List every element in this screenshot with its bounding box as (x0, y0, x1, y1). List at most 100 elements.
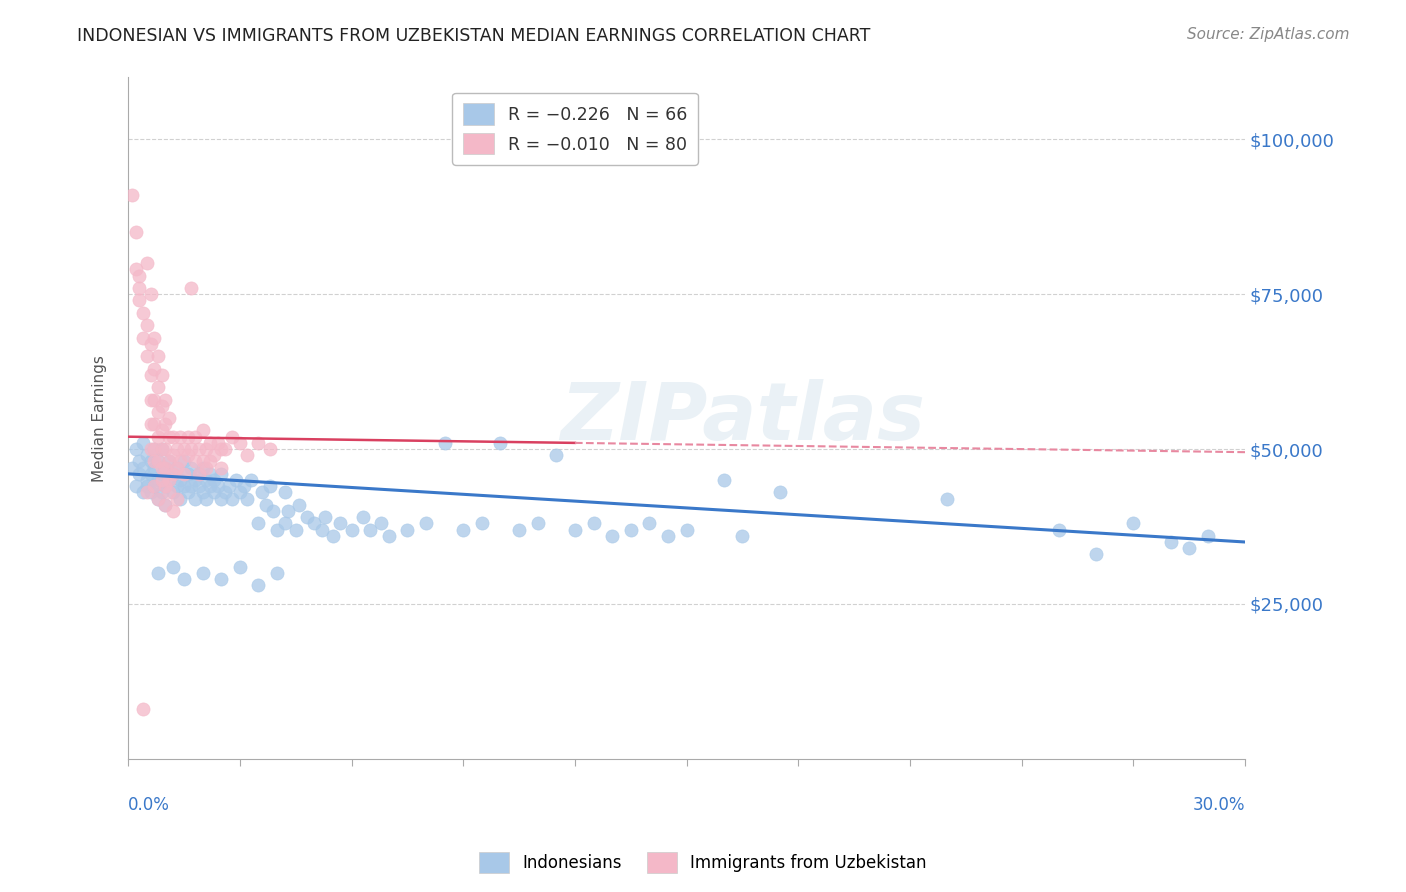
Point (155, 442, 177, 456)
Point (198, 467, 221, 481)
Point (546, 448, 568, 462)
Point (128, 281, 150, 295)
Point (166, 442, 188, 456)
Point (132, 485, 155, 500)
Point (150, 442, 173, 456)
Y-axis label: Median Earnings: Median Earnings (93, 355, 107, 482)
Point (209, 442, 232, 456)
Point (143, 330, 166, 344)
Point (236, 448, 259, 462)
Point (132, 460, 155, 475)
Point (146, 491, 169, 506)
Point (247, 516, 270, 531)
Point (135, 256, 157, 270)
Point (195, 442, 218, 456)
Point (232, 479, 254, 493)
Point (166, 491, 188, 506)
Point (713, 473, 735, 487)
Point (191, 454, 214, 468)
Point (162, 504, 184, 518)
Point (1085, 548, 1108, 562)
Point (139, 392, 162, 407)
Point (143, 392, 166, 407)
Point (236, 491, 259, 506)
Point (187, 442, 209, 456)
Point (150, 442, 173, 456)
Point (146, 380, 169, 394)
Point (155, 498, 177, 512)
Point (155, 460, 177, 475)
Point (143, 479, 166, 493)
Point (1047, 523, 1070, 537)
Point (229, 485, 252, 500)
Point (352, 510, 374, 524)
Point (191, 485, 214, 500)
Point (150, 424, 173, 438)
Point (202, 485, 225, 500)
Point (162, 485, 184, 500)
Point (508, 523, 530, 537)
Point (526, 516, 548, 531)
Point (378, 529, 401, 543)
Point (247, 578, 270, 592)
Point (143, 479, 166, 493)
Point (162, 467, 184, 481)
Point (139, 336, 162, 351)
Point (396, 523, 419, 537)
Point (166, 460, 188, 475)
Point (121, 460, 143, 475)
Point (173, 479, 195, 493)
Point (135, 318, 157, 333)
Point (769, 485, 792, 500)
Point (191, 424, 214, 438)
Point (187, 467, 209, 481)
Point (209, 572, 232, 586)
Point (638, 516, 661, 531)
Point (124, 479, 146, 493)
Point (157, 454, 180, 468)
Point (155, 479, 177, 493)
Point (254, 498, 277, 512)
Point (155, 498, 177, 512)
Point (1178, 541, 1201, 556)
Point (180, 442, 202, 456)
Point (146, 349, 169, 363)
Point (132, 306, 155, 320)
Point (146, 405, 169, 419)
Point (162, 559, 184, 574)
Point (180, 460, 202, 475)
Point (146, 473, 169, 487)
Point (150, 485, 173, 500)
Point (139, 442, 162, 456)
Point (209, 460, 232, 475)
Point (128, 268, 150, 283)
Legend: R = −0.226   N = 66, R = −0.010   N = 80: R = −0.226 N = 66, R = −0.010 N = 80 (453, 93, 697, 165)
Point (214, 485, 236, 500)
Point (162, 430, 184, 444)
Point (143, 442, 166, 456)
Point (128, 467, 150, 481)
Point (173, 454, 195, 468)
Point (184, 454, 207, 468)
Point (415, 516, 437, 531)
Point (150, 460, 173, 475)
Point (135, 349, 157, 363)
Point (155, 479, 177, 493)
Point (162, 448, 184, 462)
Point (155, 392, 177, 407)
Point (273, 485, 295, 500)
Point (146, 491, 169, 506)
Point (266, 523, 288, 537)
Point (166, 479, 188, 493)
Point (207, 479, 229, 493)
Point (169, 454, 191, 468)
Point (180, 479, 202, 493)
Point (273, 516, 295, 531)
Point (146, 566, 169, 580)
Point (139, 368, 162, 382)
Point (451, 523, 474, 537)
Point (259, 442, 281, 456)
Point (132, 702, 155, 716)
Point (146, 454, 169, 468)
Point (359, 523, 381, 537)
